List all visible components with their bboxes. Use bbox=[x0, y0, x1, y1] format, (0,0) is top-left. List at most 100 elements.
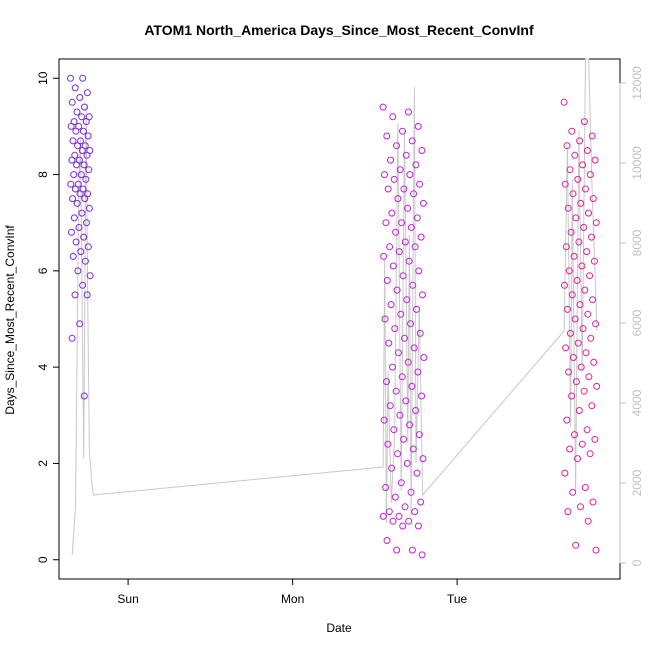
data-point bbox=[406, 421, 414, 429]
data-point bbox=[585, 209, 592, 217]
data-point bbox=[397, 479, 405, 487]
data-point bbox=[561, 281, 568, 289]
data-point bbox=[387, 156, 394, 164]
data-point bbox=[564, 508, 572, 516]
data-point bbox=[384, 440, 392, 448]
data-point bbox=[577, 363, 585, 371]
data-point bbox=[589, 498, 597, 506]
y2-tick-label: 8000 bbox=[630, 229, 644, 256]
data-point bbox=[380, 416, 388, 424]
data-point bbox=[574, 175, 582, 183]
data-point bbox=[78, 147, 86, 154]
data-point bbox=[400, 435, 408, 443]
data-point bbox=[579, 325, 587, 333]
data-point bbox=[408, 546, 416, 554]
data-point bbox=[405, 257, 413, 265]
data-point bbox=[386, 402, 394, 410]
data-point bbox=[396, 166, 404, 174]
data-point bbox=[381, 315, 389, 323]
data-point bbox=[585, 373, 593, 381]
data-point bbox=[379, 512, 387, 520]
data-point bbox=[397, 310, 405, 318]
data-point bbox=[399, 272, 407, 280]
data-point bbox=[574, 455, 581, 463]
data-point bbox=[85, 204, 93, 212]
data-point bbox=[71, 185, 79, 193]
data-point bbox=[578, 262, 586, 270]
data-point bbox=[566, 166, 574, 174]
data-point bbox=[380, 252, 388, 260]
data-point bbox=[583, 248, 591, 256]
data-point bbox=[80, 392, 88, 400]
data-point bbox=[383, 378, 390, 386]
data-point bbox=[562, 344, 570, 352]
data-point bbox=[83, 89, 91, 97]
data-point bbox=[74, 142, 82, 150]
data-point bbox=[586, 450, 594, 458]
data-point bbox=[568, 291, 576, 299]
data-point bbox=[68, 156, 76, 164]
data-point bbox=[567, 228, 575, 236]
data-point bbox=[412, 407, 420, 414]
data-point bbox=[573, 277, 581, 284]
data-point bbox=[73, 199, 81, 207]
data-point bbox=[388, 209, 396, 217]
data-point bbox=[67, 180, 75, 188]
data-point bbox=[412, 161, 420, 169]
data-point bbox=[568, 392, 576, 400]
data-point bbox=[390, 175, 398, 183]
data-point bbox=[419, 291, 426, 299]
x-tick-label: Tue bbox=[447, 592, 468, 606]
data-point bbox=[70, 171, 78, 179]
data-point bbox=[382, 219, 390, 227]
data-point bbox=[69, 195, 77, 203]
data-point bbox=[68, 334, 76, 342]
data-point bbox=[580, 118, 588, 126]
data-point bbox=[419, 199, 427, 207]
data-point bbox=[76, 94, 84, 101]
y2-tick-label: 10000 bbox=[630, 146, 644, 180]
data-point bbox=[413, 214, 421, 222]
data-point bbox=[407, 488, 415, 496]
data-point bbox=[84, 132, 92, 140]
data-point bbox=[385, 339, 393, 347]
y2-tick-label: 12000 bbox=[630, 66, 644, 100]
data-point bbox=[383, 132, 391, 140]
data-point bbox=[571, 431, 578, 439]
y2-tick-label: 4000 bbox=[630, 389, 644, 416]
data-point bbox=[586, 171, 594, 179]
data-point bbox=[407, 320, 414, 328]
data-point bbox=[566, 329, 574, 337]
data-point bbox=[402, 151, 410, 159]
points-layer bbox=[67, 74, 601, 559]
data-point bbox=[580, 224, 588, 231]
data-point bbox=[415, 267, 423, 275]
data-point bbox=[408, 382, 416, 390]
data-point bbox=[72, 238, 80, 246]
data-point bbox=[410, 344, 418, 352]
data-point bbox=[407, 224, 415, 231]
data-point bbox=[583, 147, 591, 154]
data-point bbox=[590, 257, 598, 265]
data-point bbox=[411, 243, 419, 251]
data-point bbox=[577, 199, 585, 207]
data-point bbox=[566, 445, 574, 453]
y2-tick-label: 0 bbox=[630, 559, 644, 566]
data-point bbox=[572, 541, 580, 549]
data-point bbox=[389, 517, 397, 525]
data-point bbox=[582, 349, 590, 357]
data-point bbox=[398, 373, 406, 381]
data-point bbox=[399, 522, 407, 530]
data-point bbox=[386, 243, 394, 251]
y-axis-label: Days_Since_Most_Recent_ConvInf bbox=[3, 225, 17, 415]
bottom-axis: Sun Mon Tue bbox=[117, 579, 468, 606]
data-point bbox=[78, 113, 86, 121]
data-point bbox=[414, 122, 422, 130]
y-tick-label: 4 bbox=[36, 363, 50, 370]
data-point bbox=[576, 137, 584, 145]
x-axis-label: Date bbox=[326, 621, 352, 635]
data-point bbox=[71, 84, 79, 92]
data-point bbox=[391, 325, 399, 333]
data-point bbox=[569, 190, 577, 198]
data-point bbox=[78, 209, 86, 217]
